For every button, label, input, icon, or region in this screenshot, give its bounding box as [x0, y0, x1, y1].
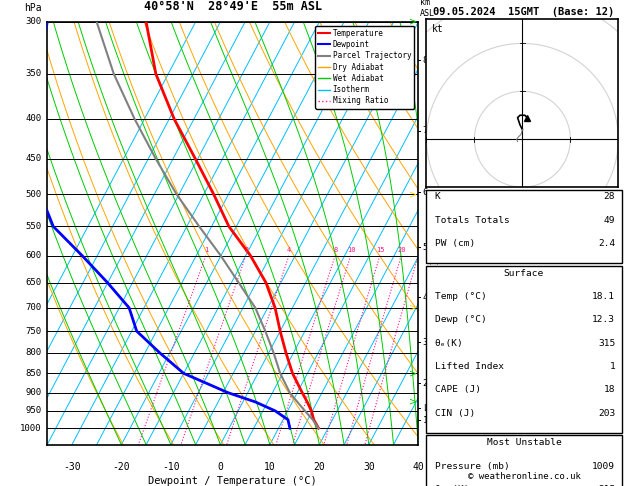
Text: 400: 400	[26, 115, 42, 123]
Text: 950: 950	[26, 406, 42, 416]
Text: 315: 315	[598, 339, 615, 348]
Text: 800: 800	[26, 348, 42, 357]
Text: >: >	[409, 368, 416, 379]
Text: 4: 4	[287, 246, 291, 253]
Text: -20: -20	[113, 462, 130, 471]
Text: >: >	[409, 17, 416, 27]
Text: >: >	[409, 189, 416, 199]
Text: 850: 850	[26, 369, 42, 378]
Text: 650: 650	[26, 278, 42, 287]
Text: 6: 6	[423, 188, 428, 197]
Text: -10: -10	[162, 462, 180, 471]
Text: 8: 8	[333, 246, 338, 253]
Text: Surface: Surface	[504, 269, 544, 278]
Text: 30: 30	[363, 462, 375, 471]
Text: PW (cm): PW (cm)	[435, 239, 475, 248]
Text: 600: 600	[26, 251, 42, 260]
Text: 18.1: 18.1	[593, 292, 615, 301]
Text: 20: 20	[398, 246, 406, 253]
Text: 09.05.2024  15GMT  (Base: 12): 09.05.2024 15GMT (Base: 12)	[433, 7, 615, 17]
Text: 1: 1	[423, 416, 428, 425]
Text: 1: 1	[204, 246, 208, 253]
Text: Temp (°C): Temp (°C)	[435, 292, 486, 301]
Text: 450: 450	[26, 154, 42, 163]
Text: 8: 8	[423, 55, 428, 65]
Text: 10: 10	[264, 462, 276, 471]
Text: 1009: 1009	[593, 462, 615, 471]
Text: 2.4: 2.4	[598, 239, 615, 248]
Text: 2: 2	[423, 379, 428, 388]
Text: 40: 40	[413, 462, 424, 471]
Text: 300: 300	[26, 17, 42, 26]
Text: 203: 203	[598, 409, 615, 418]
Text: Totals Totals: Totals Totals	[435, 216, 509, 225]
Text: Pressure (mb): Pressure (mb)	[435, 462, 509, 471]
Text: >: >	[409, 303, 416, 313]
Text: 500: 500	[26, 190, 42, 199]
Text: Dewpoint / Temperature (°C): Dewpoint / Temperature (°C)	[148, 476, 317, 486]
Text: K: K	[435, 192, 440, 202]
Text: 0: 0	[218, 462, 223, 471]
Text: 1: 1	[610, 362, 615, 371]
Text: 750: 750	[26, 327, 42, 336]
Text: Lifted Index: Lifted Index	[435, 362, 504, 371]
Text: LCL: LCL	[423, 404, 438, 413]
Text: 3: 3	[423, 338, 428, 347]
Text: 28: 28	[604, 192, 615, 202]
Text: 40°58'N  28°49'E  55m ASL: 40°58'N 28°49'E 55m ASL	[143, 0, 322, 14]
Text: © weatheronline.co.uk: © weatheronline.co.uk	[467, 472, 581, 481]
Text: 15: 15	[376, 246, 384, 253]
Text: Mixing Ratio (g/kg): Mixing Ratio (g/kg)	[431, 260, 440, 355]
Text: θₑ (K): θₑ (K)	[435, 485, 469, 486]
Text: 5: 5	[423, 243, 428, 252]
Text: km
ASL: km ASL	[420, 0, 435, 17]
Text: 550: 550	[26, 222, 42, 231]
Text: 900: 900	[26, 388, 42, 397]
Bar	[426, 190, 621, 263]
Text: 2: 2	[244, 246, 248, 253]
Text: 350: 350	[26, 69, 42, 78]
Text: 4: 4	[423, 293, 428, 302]
Text: 10: 10	[347, 246, 355, 253]
Text: 49: 49	[604, 216, 615, 225]
Text: -30: -30	[63, 462, 81, 471]
Text: θₑ(K): θₑ(K)	[435, 339, 464, 348]
Text: kt: kt	[432, 24, 444, 35]
Bar	[426, 266, 621, 433]
Text: 315: 315	[598, 485, 615, 486]
Text: >: >	[409, 397, 416, 407]
Text: 12.3: 12.3	[593, 315, 615, 325]
Legend: Temperature, Dewpoint, Parcel Trajectory, Dry Adiabat, Wet Adiabat, Isotherm, Mi: Temperature, Dewpoint, Parcel Trajectory…	[315, 26, 415, 108]
Text: hPa: hPa	[24, 3, 42, 14]
Text: Most Unstable: Most Unstable	[487, 438, 561, 448]
Text: CAPE (J): CAPE (J)	[435, 385, 481, 395]
Text: 18: 18	[604, 385, 615, 395]
Text: 7: 7	[423, 126, 428, 135]
Text: CIN (J): CIN (J)	[435, 409, 475, 418]
Text: 1000: 1000	[20, 424, 42, 433]
Bar	[426, 435, 621, 486]
Text: 20: 20	[313, 462, 325, 471]
Text: 700: 700	[26, 303, 42, 312]
Text: Dewp (°C): Dewp (°C)	[435, 315, 486, 325]
